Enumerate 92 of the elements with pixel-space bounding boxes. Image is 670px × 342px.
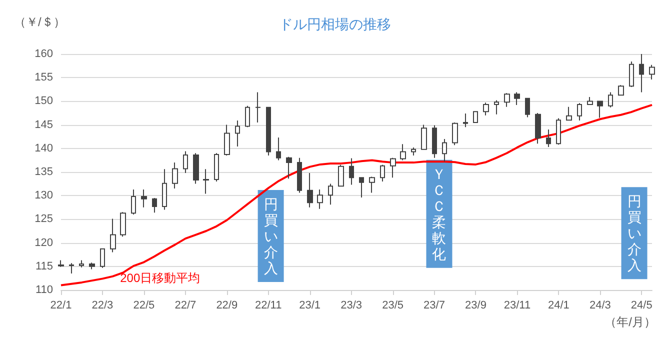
- candlestick: [162, 168, 167, 210]
- candlestick: [69, 262, 74, 274]
- candlestick: [577, 102, 582, 122]
- y-tick-label: 155: [34, 72, 53, 84]
- candlestick: [79, 260, 84, 268]
- candlestick: [369, 176, 375, 194]
- candlestick: [172, 162, 178, 190]
- candlestick: [120, 212, 126, 238]
- candlestick: [338, 164, 344, 187]
- candlestick: [494, 100, 499, 115]
- candlestick: [411, 146, 416, 156]
- y-tick-label: 115: [35, 260, 53, 272]
- x-tick-label: 24/5: [630, 300, 652, 312]
- annotation: ＹＣＣ柔軟化: [432, 166, 446, 262]
- candlestick: [432, 124, 437, 158]
- candlestick: [245, 105, 250, 128]
- candlestick: [141, 188, 147, 208]
- candlestick: [266, 106, 271, 156]
- x-tick-label: 22/9: [216, 300, 238, 312]
- candlestick: [235, 120, 240, 148]
- candlestick: [286, 156, 292, 180]
- candlestick: [58, 260, 64, 268]
- candlestick: [463, 112, 468, 128]
- x-tick-label: 22/7: [174, 300, 196, 312]
- y-axis-title: （￥/＄）: [14, 15, 66, 29]
- candlestick: [556, 118, 561, 146]
- candlestick: [421, 124, 427, 150]
- candlestick: [597, 100, 603, 118]
- x-tick-label: 22/3: [92, 300, 114, 312]
- candlestick: [110, 218, 116, 253]
- candlestick: [276, 137, 281, 161]
- candlestick: [100, 248, 105, 268]
- candlestick: [359, 177, 364, 198]
- candlestick: [514, 92, 520, 106]
- x-tick-label: 23/9: [465, 300, 486, 312]
- y-tick-label: 145: [34, 118, 53, 131]
- candlestick: [131, 188, 136, 215]
- x-tick-label: 22/11: [255, 300, 282, 312]
- y-tick-label: 140: [34, 142, 53, 154]
- candlestick: [297, 157, 302, 194]
- annotation: 円買い介入: [264, 196, 278, 276]
- y-tick-label: 120: [34, 236, 53, 249]
- y-tick-label: 125: [34, 213, 53, 226]
- candlestick: [380, 164, 385, 182]
- x-tick-label: 22/5: [133, 300, 155, 312]
- candlestick: [639, 54, 644, 93]
- candlestick: [328, 183, 333, 206]
- candlestick: [504, 92, 510, 108]
- x-tick-label: 23/11: [504, 300, 531, 312]
- candlestick: [193, 152, 199, 184]
- candlestick: [566, 106, 572, 121]
- candlestick: [618, 84, 624, 96]
- candlestick: [214, 152, 219, 182]
- candlestick: [483, 102, 489, 116]
- candlestick: [183, 150, 188, 174]
- candlestick: [224, 124, 230, 156]
- y-tick-label: 160: [34, 48, 53, 60]
- candlestick: [349, 158, 354, 186]
- line-series: [60, 104, 653, 286]
- annotation: 円買い介入: [627, 193, 642, 274]
- y-tick-label: 150: [34, 95, 53, 108]
- candlestick: [587, 96, 593, 106]
- candlestick: [442, 138, 447, 162]
- candlestick: [608, 92, 613, 108]
- candlestick: [525, 98, 530, 118]
- candlestick: [255, 92, 261, 123]
- x-axis-title: （年/月）: [604, 315, 656, 329]
- x-tick-label: 23/1: [299, 300, 321, 312]
- candlestick: [535, 112, 541, 144]
- y-tick-label: 110: [35, 284, 53, 296]
- x-tick-label: 23/3: [340, 300, 362, 312]
- x-tick-label: 22/1: [50, 300, 72, 312]
- candlestick: [452, 122, 458, 146]
- series-label: 200日移動平均: [120, 271, 200, 285]
- candlestick: [89, 262, 95, 270]
- candlestick: [317, 188, 323, 210]
- x-tick-label: 24/1: [548, 300, 570, 312]
- x-tick-label: 23/5: [382, 300, 404, 312]
- candlestick: [473, 110, 478, 124]
- candlestick: [400, 144, 406, 161]
- chart-title: ドル円相場の推移: [279, 16, 391, 32]
- x-tick-label: 24/3: [589, 300, 611, 312]
- candlestick: [546, 129, 551, 148]
- candlestick: [203, 168, 209, 194]
- candlestick: [390, 157, 396, 178]
- y-tick-label: 130: [34, 190, 53, 202]
- x-tick-label: 23/7: [424, 300, 445, 312]
- candlestick: [152, 197, 157, 214]
- candlestick: [649, 64, 655, 80]
- candlestick: [307, 172, 313, 208]
- candlestick: [629, 61, 634, 88]
- y-tick-label: 135: [34, 166, 53, 178]
